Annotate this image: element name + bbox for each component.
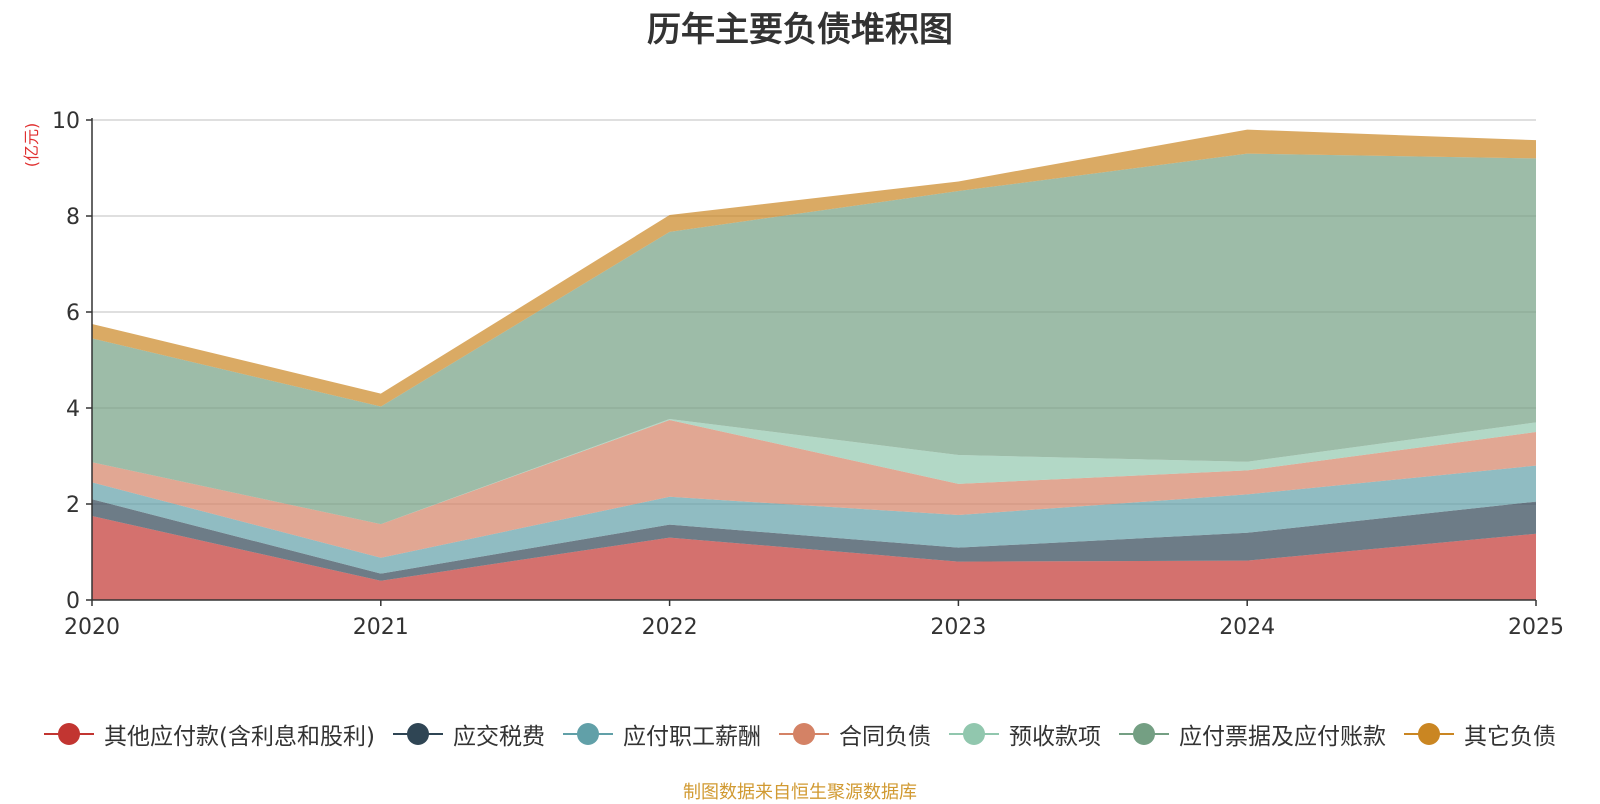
y-tick-label: 6 bbox=[66, 301, 80, 326]
y-tick-label: 8 bbox=[66, 205, 80, 230]
legend-item-6[interactable]: 其它负债 bbox=[1403, 717, 1556, 751]
area-series-0 bbox=[92, 516, 1536, 600]
x-tick-label: 2025 bbox=[1508, 615, 1564, 640]
legend-dot bbox=[406, 723, 429, 745]
legend-marker-icon bbox=[778, 722, 829, 746]
legend-dot bbox=[792, 723, 815, 745]
y-tick-label: 10 bbox=[52, 109, 80, 134]
x-tick-label: 2024 bbox=[1219, 615, 1275, 640]
area-series-1 bbox=[92, 499, 1536, 581]
y-tick-label: 0 bbox=[66, 589, 80, 614]
legend-dot bbox=[1417, 723, 1440, 745]
legend-label: 合同负债 bbox=[838, 724, 931, 750]
source-note: 制图数据来自恒生聚源数据库 bbox=[683, 782, 917, 803]
legend: 其他应付款(含利息和股利) 应交税费 应付职工薪酬 合同负债 预收款项 应付票据及应付账款… bbox=[0, 714, 1600, 754]
area-series-4 bbox=[92, 419, 1536, 525]
legend-label: 预收款项 bbox=[1008, 724, 1101, 750]
legend-item-2[interactable]: 应付职工薪酬 bbox=[562, 717, 761, 751]
legend-dot bbox=[58, 723, 81, 745]
x-tick-label: 2021 bbox=[353, 615, 409, 640]
legend-marker-icon bbox=[562, 722, 613, 746]
legend-label: 应付职工薪酬 bbox=[622, 724, 761, 750]
legend-item-0[interactable]: 其他应付款(含利息和股利) bbox=[44, 717, 375, 751]
legend-marker-icon bbox=[44, 722, 95, 746]
area-series-3 bbox=[92, 420, 1536, 558]
legend-dot bbox=[576, 723, 599, 745]
legend-item-4[interactable]: 预收款项 bbox=[948, 717, 1101, 751]
legend-item-3[interactable]: 合同负债 bbox=[778, 717, 931, 751]
chart-title: 历年主要负债堆积图 bbox=[647, 10, 953, 50]
legend-marker-icon bbox=[392, 722, 443, 746]
y-tick-label: 2 bbox=[66, 493, 80, 518]
x-tick-label: 2022 bbox=[642, 615, 698, 640]
legend-item-1[interactable]: 应交税费 bbox=[392, 717, 545, 751]
legend-dot bbox=[1132, 723, 1155, 745]
legend-marker-icon bbox=[1403, 722, 1454, 746]
x-tick-label: 2023 bbox=[930, 615, 986, 640]
area-series-2 bbox=[92, 465, 1536, 574]
y-tick-label: 4 bbox=[66, 397, 80, 422]
legend-label: 其他应付款(含利息和股利) bbox=[104, 724, 375, 750]
legend-label: 应付票据及应付账款 bbox=[1178, 724, 1386, 750]
legend-item-5[interactable]: 应付票据及应付账款 bbox=[1118, 717, 1386, 751]
legend-label: 其它负债 bbox=[1463, 724, 1556, 750]
legend-label: 应交税费 bbox=[452, 724, 545, 750]
area-series-5 bbox=[92, 153, 1536, 525]
legend-marker-icon bbox=[1118, 722, 1169, 746]
legend-marker-icon bbox=[948, 722, 999, 746]
legend-dot bbox=[962, 723, 985, 745]
x-tick-label: 2020 bbox=[64, 615, 120, 640]
